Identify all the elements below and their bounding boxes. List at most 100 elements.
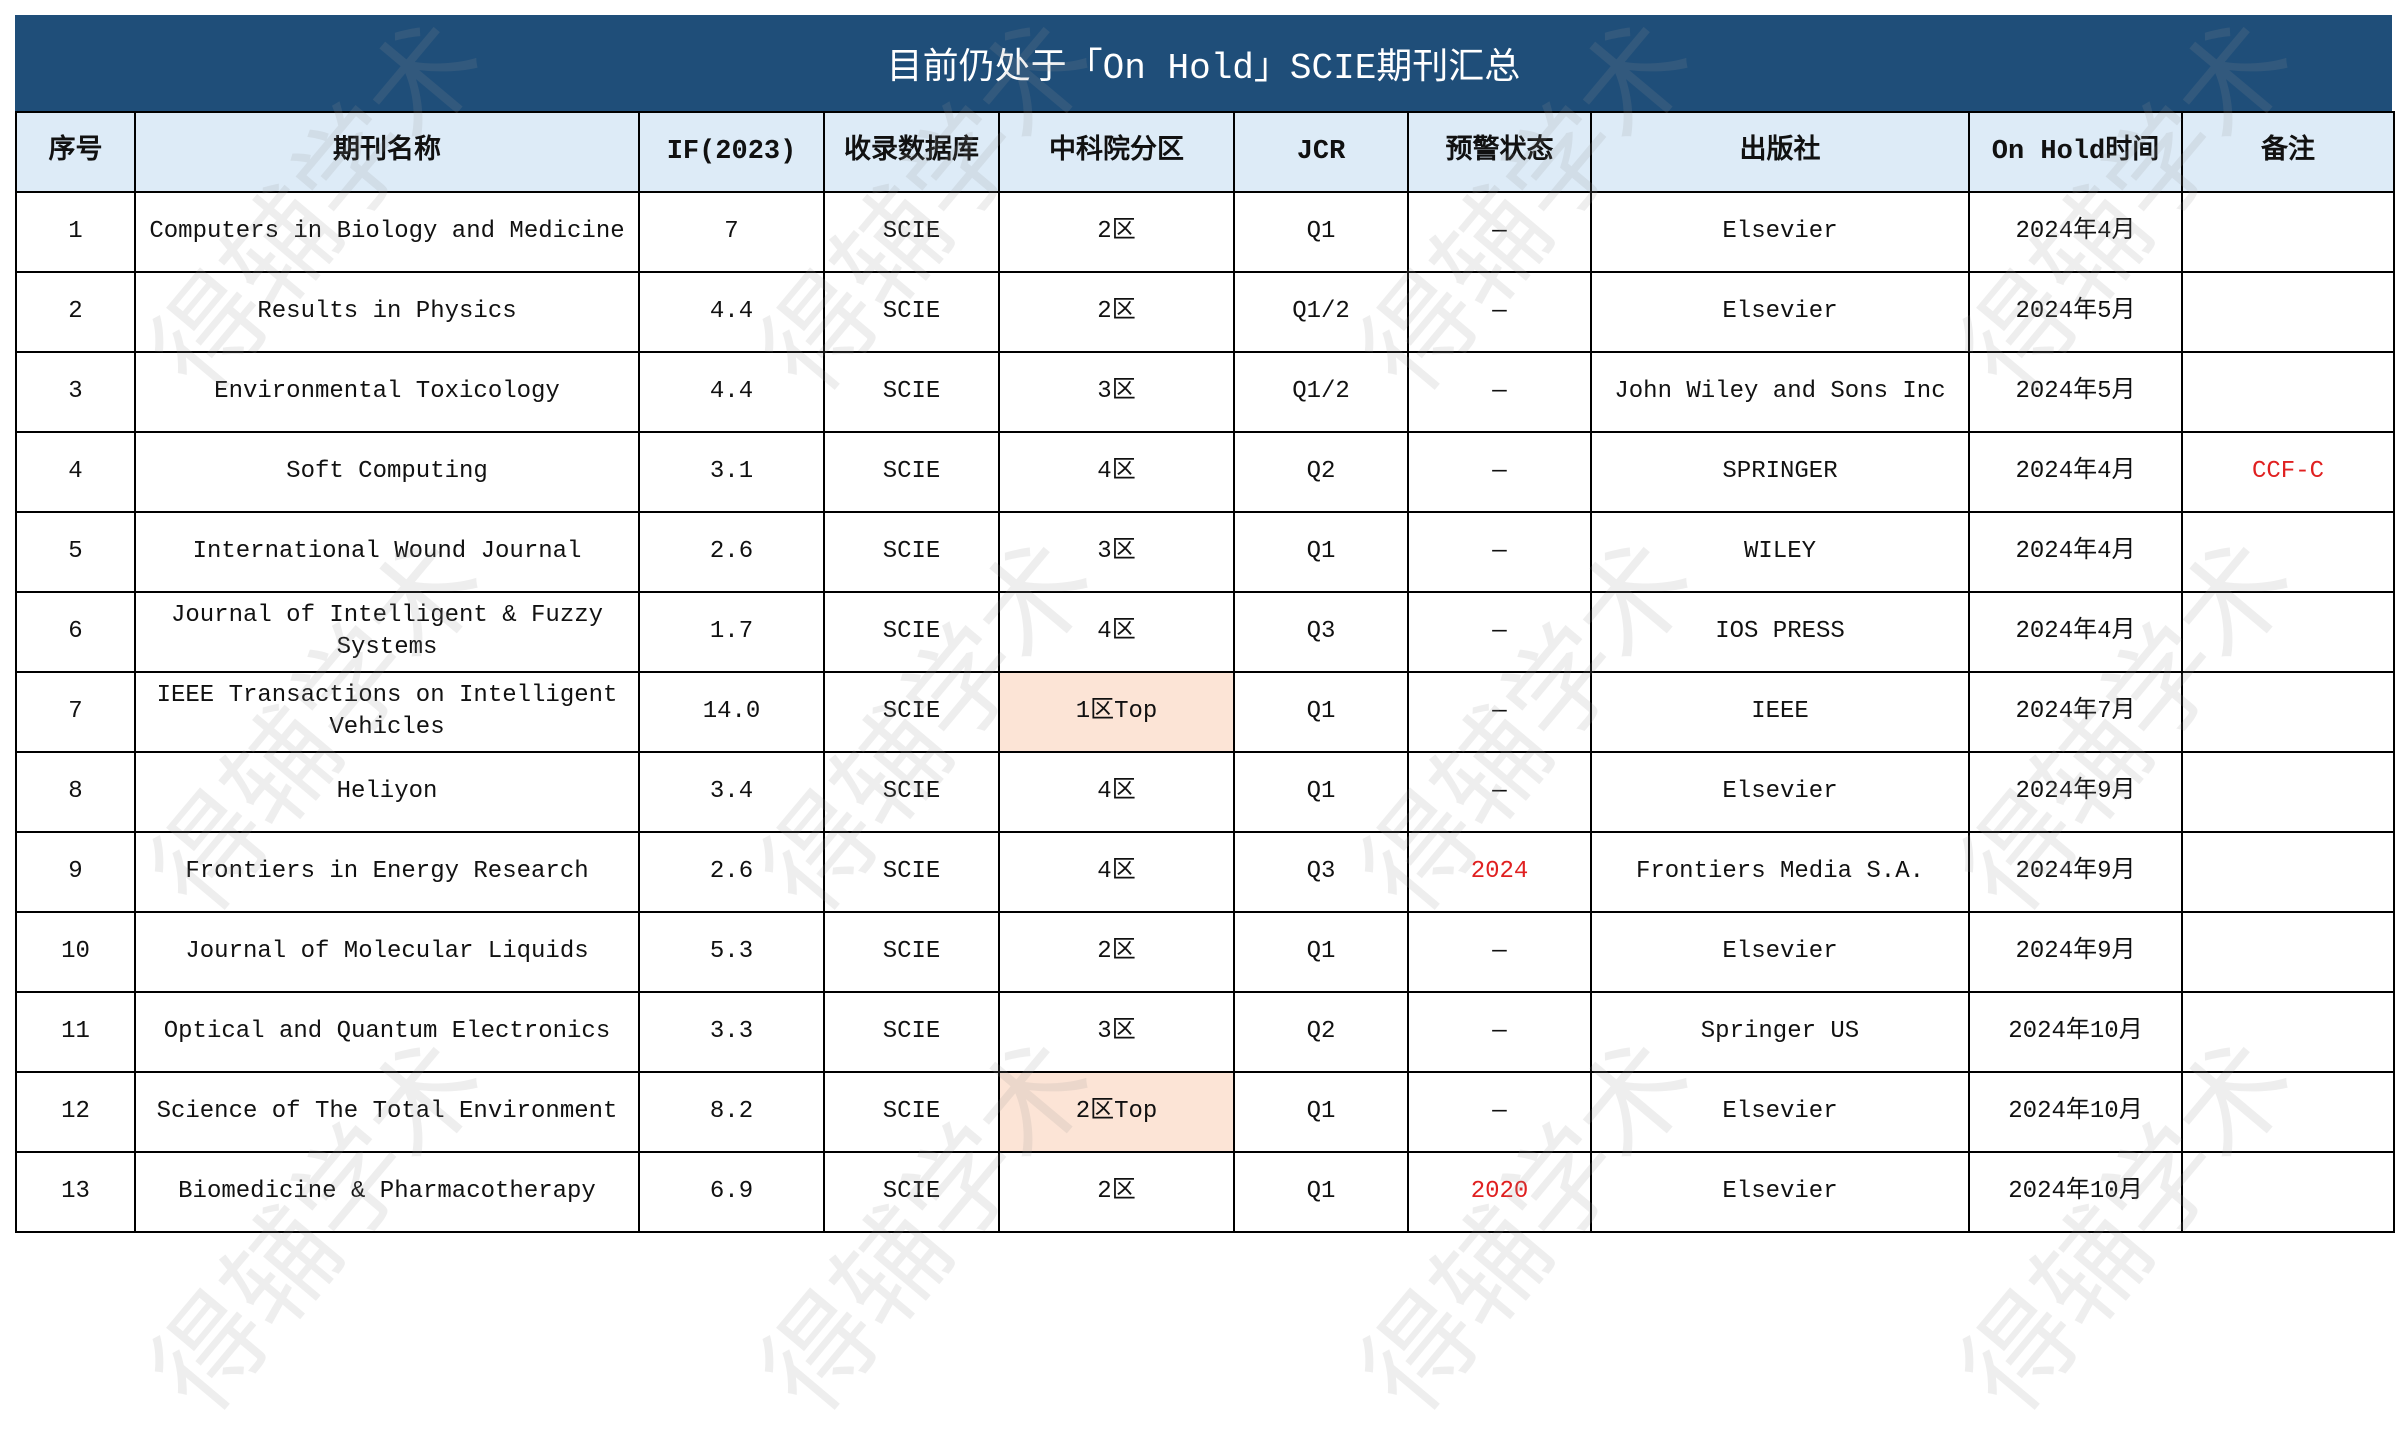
cell-note bbox=[2181, 831, 2395, 913]
cell-warning: — bbox=[1407, 911, 1592, 993]
cell-db: SCIE bbox=[823, 351, 1000, 433]
cell-cas: 3区 bbox=[998, 991, 1235, 1073]
cell-warning: — bbox=[1407, 271, 1592, 353]
table-row: 5 International Wound Journal 2.6 SCIE 3区 Q1—… bbox=[15, 511, 2395, 593]
cell-no: 8 bbox=[15, 751, 136, 833]
cell-db: SCIE bbox=[823, 591, 1000, 673]
header-col-name: 期刊名称 bbox=[134, 111, 640, 193]
cell-note bbox=[2181, 671, 2395, 753]
cell-warning: — bbox=[1407, 751, 1592, 833]
cell-db: SCIE bbox=[823, 1151, 1000, 1233]
cell-cas: 4区 bbox=[998, 831, 1235, 913]
cell-jcr: Q3 bbox=[1233, 591, 1409, 673]
header-col-warning: 预警状态 bbox=[1407, 111, 1592, 193]
cell-onhold-time: 2024年9月 bbox=[1968, 751, 2183, 833]
cell-name: Heliyon bbox=[134, 751, 640, 833]
cell-no: 4 bbox=[15, 431, 136, 513]
cell-jcr: Q1 bbox=[1233, 751, 1409, 833]
cell-jcr: Q1/2 bbox=[1233, 351, 1409, 433]
cell-warning: — bbox=[1407, 191, 1592, 273]
cell-note bbox=[2181, 911, 2395, 993]
cell-onhold-time: 2024年4月 bbox=[1968, 191, 2183, 273]
cell-note bbox=[2181, 751, 2395, 833]
cell-note bbox=[2181, 351, 2395, 433]
cell-no: 12 bbox=[15, 1071, 136, 1153]
cell-name: International Wound Journal bbox=[134, 511, 640, 593]
cell-if: 3.1 bbox=[638, 431, 825, 513]
cell-publisher: SPRINGER bbox=[1590, 431, 1970, 513]
cell-db: SCIE bbox=[823, 831, 1000, 913]
cell-jcr: Q2 bbox=[1233, 991, 1409, 1073]
cell-publisher: Frontiers Media S.A. bbox=[1590, 831, 1970, 913]
header-col-jcr: JCR bbox=[1233, 111, 1409, 193]
cell-note bbox=[2181, 511, 2395, 593]
cell-no: 2 bbox=[15, 271, 136, 353]
cell-jcr: Q2 bbox=[1233, 431, 1409, 513]
cell-note bbox=[2181, 591, 2395, 673]
table-row: 7 IEEE Transactions on Intelligent Vehicl… bbox=[15, 671, 2395, 753]
cell-jcr: Q1 bbox=[1233, 511, 1409, 593]
header-col-note: 备注 bbox=[2181, 111, 2395, 193]
cell-warning: 2020 bbox=[1407, 1151, 1592, 1233]
table-row: 12 Science of The Total Environment 8.2 SCI… bbox=[15, 1071, 2395, 1153]
cell-if: 7 bbox=[638, 191, 825, 273]
cell-warning: — bbox=[1407, 991, 1592, 1073]
cell-warning: — bbox=[1407, 1071, 1592, 1153]
cell-publisher: IEEE bbox=[1590, 671, 1970, 753]
cell-onhold-time: 2024年5月 bbox=[1968, 351, 2183, 433]
cell-no: 1 bbox=[15, 191, 136, 273]
header-col-cas: 中科院分区 bbox=[998, 111, 1235, 193]
cell-if: 1.7 bbox=[638, 591, 825, 673]
table-row: 11 Optical and Quantum Electronics 3.3 SCIE… bbox=[15, 991, 2395, 1073]
table-title: 目前仍处于「On Hold」SCIE期刊汇总 bbox=[15, 15, 2392, 111]
cell-if: 2.6 bbox=[638, 511, 825, 593]
cell-note bbox=[2181, 1071, 2395, 1153]
header-col-if: IF(2023) bbox=[638, 111, 825, 193]
cell-no: 9 bbox=[15, 831, 136, 913]
cell-cas: 2区 bbox=[998, 191, 1235, 273]
cell-jcr: Q1 bbox=[1233, 191, 1409, 273]
table-row: 13 Biomedicine & Pharmacotherapy 6.9 SCIE 2区… bbox=[15, 1151, 2395, 1233]
cell-onhold-time: 2024年10月 bbox=[1968, 1071, 2183, 1153]
table-row: 4 Soft Computing 3.1 SCIE 4区 Q2— SPRINGER 2024年… bbox=[15, 431, 2395, 513]
cell-cas: 3区 bbox=[998, 511, 1235, 593]
cell-if: 4.4 bbox=[638, 271, 825, 353]
cell-onhold-time: 2024年4月 bbox=[1968, 591, 2183, 673]
cell-note bbox=[2181, 991, 2395, 1073]
table-row: 6 Journal of Intelligent & Fuzzy Systems 1… bbox=[15, 591, 2395, 673]
cell-no: 10 bbox=[15, 911, 136, 993]
header-row: 序号 期刊名称 IF(2023) 收录数据库 中科院分区 JCR 预警状态 出版社 On Hol… bbox=[15, 111, 2395, 193]
cell-publisher: Elsevier bbox=[1590, 751, 1970, 833]
cell-jcr: Q3 bbox=[1233, 831, 1409, 913]
cell-onhold-time: 2024年9月 bbox=[1968, 911, 2183, 993]
cell-onhold-time: 2024年7月 bbox=[1968, 671, 2183, 753]
cell-onhold-time: 2024年5月 bbox=[1968, 271, 2183, 353]
table-row: 9 Frontiers in Energy Research 2.6 SCIE 4区 Q3… bbox=[15, 831, 2395, 913]
cell-cas: 2区 bbox=[998, 271, 1235, 353]
cell-db: SCIE bbox=[823, 751, 1000, 833]
cell-db: SCIE bbox=[823, 1071, 1000, 1153]
cell-db: SCIE bbox=[823, 191, 1000, 273]
cell-no: 6 bbox=[15, 591, 136, 673]
cell-name: IEEE Transactions on Intelligent Vehicle… bbox=[134, 671, 640, 753]
cell-onhold-time: 2024年4月 bbox=[1968, 511, 2183, 593]
cell-db: SCIE bbox=[823, 991, 1000, 1073]
cell-if: 14.0 bbox=[638, 671, 825, 753]
cell-db: SCIE bbox=[823, 671, 1000, 753]
header-col-db: 收录数据库 bbox=[823, 111, 1000, 193]
cell-no: 5 bbox=[15, 511, 136, 593]
cell-db: SCIE bbox=[823, 431, 1000, 513]
cell-warning: — bbox=[1407, 591, 1592, 673]
cell-no: 11 bbox=[15, 991, 136, 1073]
cell-note bbox=[2181, 271, 2395, 353]
cell-name: Journal of Molecular Liquids bbox=[134, 911, 640, 993]
header-col-no: 序号 bbox=[15, 111, 136, 193]
cell-cas: 1区Top bbox=[998, 671, 1235, 753]
table-row: 8 Heliyon 3.4 SCIE 4区 Q1— Elsevier 2024年9月 bbox=[15, 751, 2395, 833]
cell-cas: 4区 bbox=[998, 751, 1235, 833]
cell-publisher: Elsevier bbox=[1590, 911, 1970, 993]
cell-if: 5.3 bbox=[638, 911, 825, 993]
cell-onhold-time: 2024年4月 bbox=[1968, 431, 2183, 513]
cell-name: Science of The Total Environment bbox=[134, 1071, 640, 1153]
cell-if: 4.4 bbox=[638, 351, 825, 433]
